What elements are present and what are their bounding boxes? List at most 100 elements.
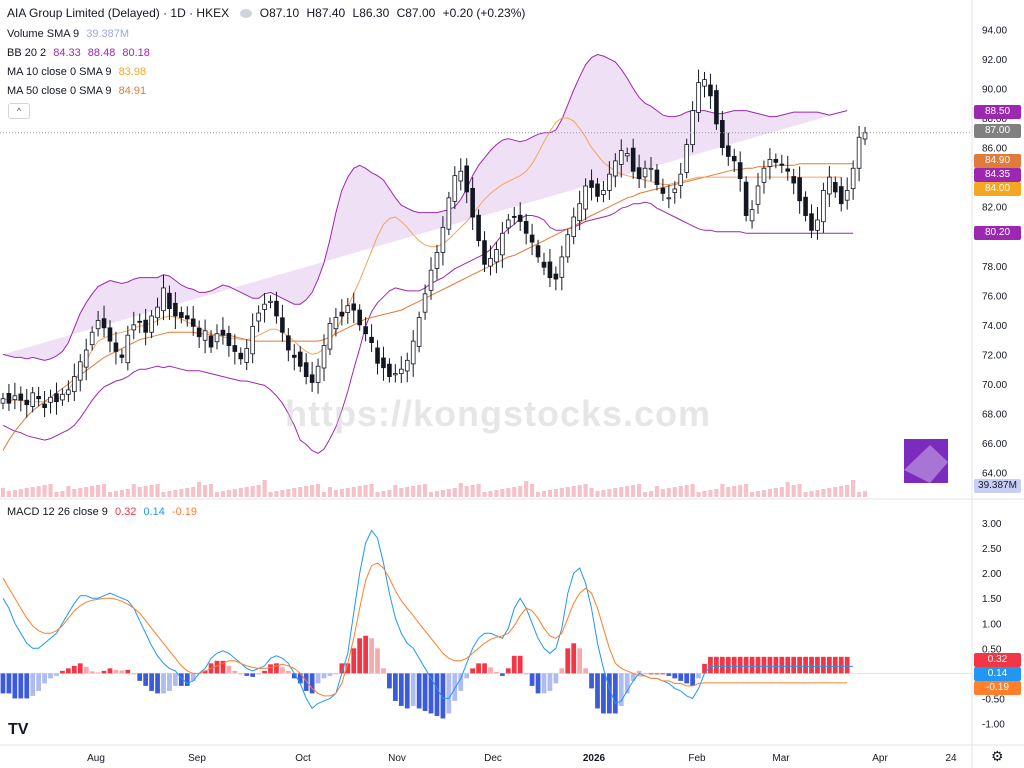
volume-bar xyxy=(286,489,291,497)
volume-bar xyxy=(851,480,856,497)
price-badge: 84.00 xyxy=(974,182,1021,196)
ma10-value: 83.98 xyxy=(118,66,147,78)
volume-bar xyxy=(203,485,208,497)
macd-histogram-bar xyxy=(589,673,594,689)
volume-legend[interactable]: Volume SMA 9 39.387M xyxy=(7,27,133,41)
volume-bar xyxy=(815,490,820,497)
volume-bar xyxy=(42,485,47,497)
macd-histogram-bar xyxy=(220,660,226,674)
candle-body xyxy=(690,110,695,146)
volume-bar xyxy=(173,490,178,497)
volume-bar xyxy=(214,492,220,497)
volume-bar xyxy=(149,485,154,497)
candle-body xyxy=(725,145,731,157)
volume-bar xyxy=(684,485,689,497)
price-badge: 80.20 xyxy=(974,226,1021,240)
candle-body xyxy=(339,311,345,317)
candle-body xyxy=(232,345,238,352)
candle-body xyxy=(95,320,101,330)
candle-body xyxy=(779,163,785,166)
macd-histogram-bar xyxy=(815,656,820,674)
candle-body xyxy=(404,359,410,372)
macd-histogram-bar xyxy=(422,673,428,711)
volume-bar xyxy=(304,486,309,497)
volume-bar xyxy=(107,492,113,497)
volume-bar xyxy=(506,488,511,497)
volume-bar xyxy=(619,487,624,497)
macd-histogram-bar xyxy=(214,660,220,674)
candle-body xyxy=(470,187,475,218)
ma10-legend[interactable]: MA 10 close 0 SMA 9 83.98 xyxy=(7,65,150,79)
macd-histogram-bar xyxy=(553,673,559,684)
candle-body xyxy=(500,232,505,256)
volume-bar xyxy=(797,484,802,497)
time-tick-label: Mar xyxy=(772,753,790,764)
volume-bar xyxy=(0,488,6,497)
volume-bar xyxy=(48,484,53,497)
macd-histogram-bar xyxy=(434,673,440,716)
macd-tick-label: 1.00 xyxy=(982,619,1002,630)
candle-body xyxy=(315,365,321,383)
candle-body xyxy=(862,132,868,140)
macd-histogram-bar xyxy=(452,673,458,701)
candle-body xyxy=(327,322,333,350)
candle-body xyxy=(714,90,719,125)
candle-body xyxy=(54,393,59,403)
volume-bar xyxy=(613,488,618,497)
macd-signal-line xyxy=(2,562,848,697)
macd-histogram-bar xyxy=(18,673,24,699)
macd-histogram-bar xyxy=(767,656,773,674)
volume-bar xyxy=(131,484,136,497)
candle-body xyxy=(434,252,440,269)
time-tick-label: Apr xyxy=(872,753,888,764)
candle-body xyxy=(702,79,707,87)
macd-histogram-bar xyxy=(714,656,719,674)
time-tick-label: Feb xyxy=(688,753,706,764)
macd-histogram-bar xyxy=(244,673,250,676)
candle-body xyxy=(363,326,368,335)
candle-body xyxy=(398,368,404,375)
candle-body xyxy=(24,399,30,406)
volume-bar xyxy=(387,490,392,497)
volume-bar xyxy=(791,485,796,497)
macd-histogram-bar xyxy=(696,673,701,679)
candle-body xyxy=(351,303,357,311)
macd-legend[interactable]: MACD 12 26 close 9 0.32 0.14 -0.19 xyxy=(7,505,201,519)
macd-histogram-bar xyxy=(107,668,113,674)
macd-histogram-bar xyxy=(511,655,517,674)
macd-histogram-bar xyxy=(821,656,826,674)
volume-bar xyxy=(625,486,630,497)
volume-bar xyxy=(678,486,683,497)
ma50-legend[interactable]: MA 50 close 0 SMA 9 84.91 xyxy=(7,84,150,98)
candle-body xyxy=(618,150,624,165)
collapse-legend-button[interactable]: ^ xyxy=(8,103,30,119)
macd-histogram-bar xyxy=(262,670,267,674)
tradingview-logo[interactable]: TV xyxy=(8,721,29,738)
macd-histogram-bar xyxy=(844,656,850,674)
candle-body xyxy=(422,293,428,313)
volume-label: Volume SMA 9 xyxy=(7,28,80,40)
volume-bar xyxy=(179,489,184,497)
candle-body xyxy=(821,190,826,223)
gear-icon[interactable]: ⚙ xyxy=(991,748,1004,764)
candle-body xyxy=(357,309,362,326)
eye-icon[interactable] xyxy=(240,9,253,19)
macd-histogram-bar xyxy=(595,673,600,709)
macd-histogram-bar xyxy=(785,656,791,674)
volume-bar xyxy=(238,488,243,497)
bb-legend[interactable]: BB 20 2 84.33 88.48 80.18 xyxy=(7,46,154,60)
ohlc-open: O87.10 xyxy=(259,6,300,20)
macd-histogram-bar xyxy=(618,673,624,706)
volume-bar xyxy=(535,492,541,497)
macd-histogram-bar xyxy=(65,668,71,674)
volume-bar xyxy=(417,485,422,497)
macd-badge: 0.14 xyxy=(974,667,1021,681)
macd-histogram-bar xyxy=(494,671,499,674)
macd-histogram-bar xyxy=(339,663,345,674)
macd-tick-label: 1.50 xyxy=(982,594,1002,605)
candle-body xyxy=(262,303,267,310)
candle-body xyxy=(89,331,95,346)
brand-logo-icon xyxy=(904,439,948,483)
volume-bar xyxy=(191,487,196,497)
